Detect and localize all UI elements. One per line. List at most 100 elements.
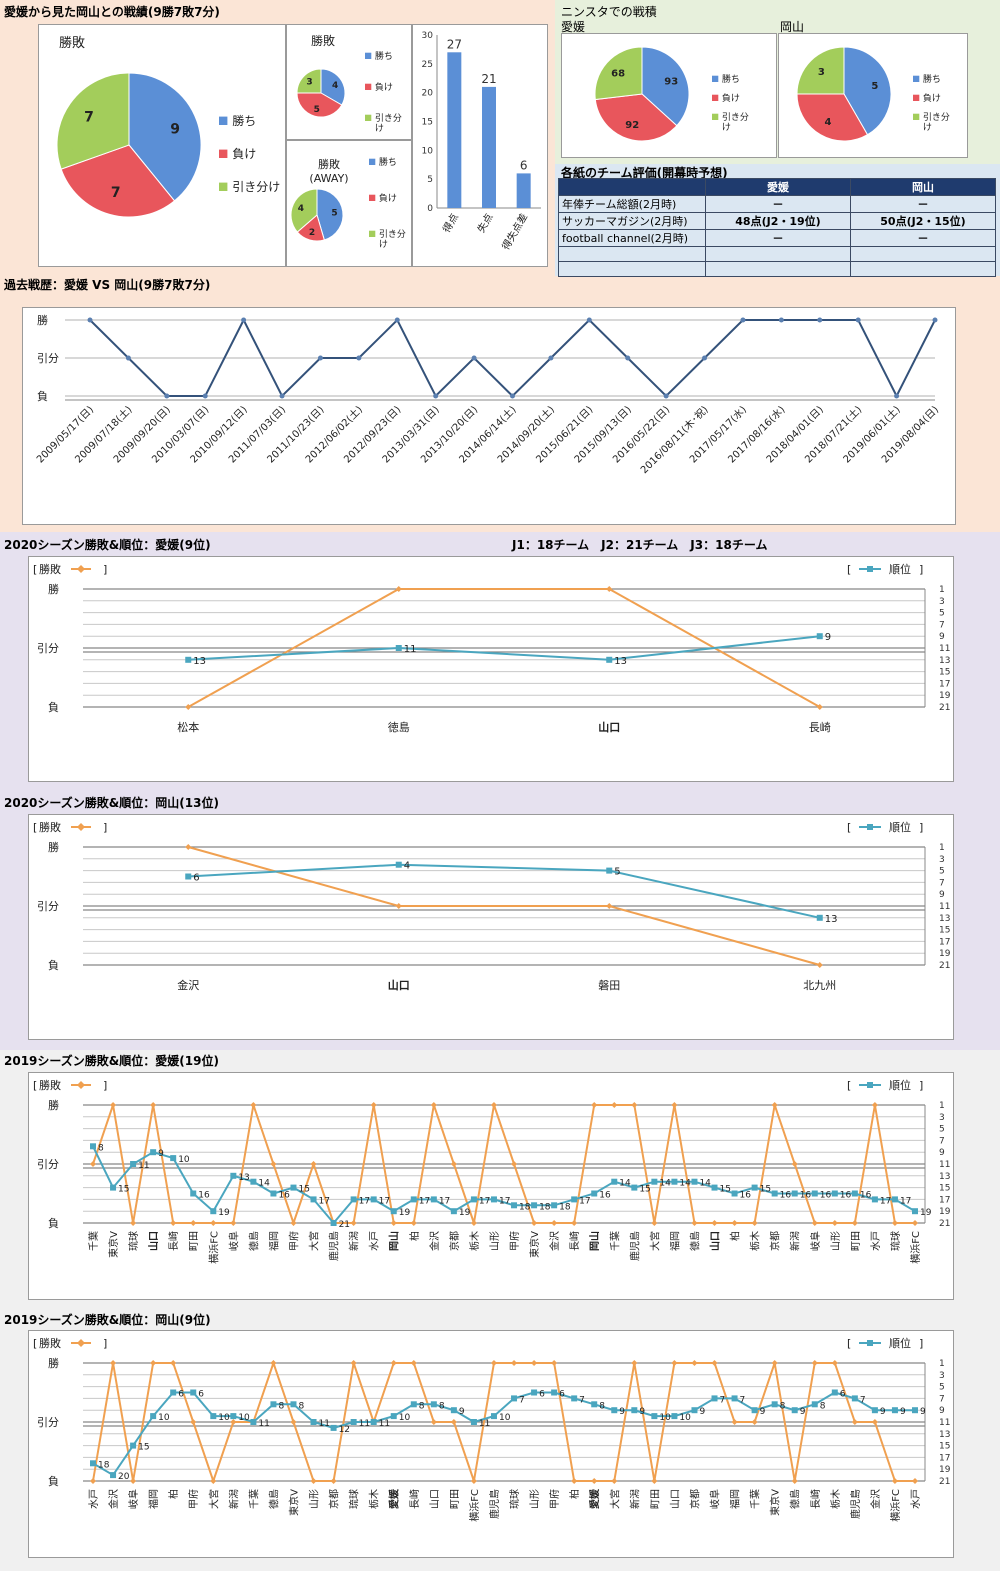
x-tick-label: 柏 — [729, 1231, 742, 1241]
x-tick-label: 失点 — [474, 211, 495, 235]
legend-bracket: ] — [103, 1079, 107, 1092]
s2020-ehime-panel: [勝敗][順位] 勝引分負 1 3 5 7 9 11 13 15 17 19 21 13 11 13 9 松本 徳島… — [28, 556, 954, 782]
chart-title: 勝敗 — [59, 36, 85, 51]
rank-data-label: 8 — [278, 1401, 284, 1411]
x-tick-label: 栃木 — [468, 1231, 481, 1251]
x-tick-label: 岐阜 — [809, 1231, 822, 1251]
x-tick-label: 金沢 — [177, 978, 199, 992]
eval-cell — [705, 246, 851, 262]
rank-data-label: 16 — [840, 1191, 852, 1201]
history-point — [817, 317, 823, 323]
s2019-okayama-title: 2019シーズン勝敗&順位：岡山(9位) — [4, 1313, 211, 1327]
rank-point — [631, 1407, 638, 1414]
rank-data-label: 17 — [499, 1196, 510, 1206]
result-point — [150, 1360, 157, 1366]
rank-data-label: 10 — [499, 1413, 511, 1423]
rank-data-label: 6 — [539, 1390, 545, 1400]
rank-data-label: 9 — [825, 632, 831, 643]
rank-tick-label: 15 — [939, 926, 950, 936]
rank-point — [290, 1401, 297, 1408]
result-point — [871, 1102, 878, 1108]
y-label: 負 — [48, 1217, 59, 1230]
rank-data-label: 9 — [760, 1407, 766, 1417]
result-point — [511, 1161, 518, 1167]
result-point — [751, 1220, 758, 1226]
rank-data-label: 9 — [619, 1407, 625, 1417]
legend-bracket: [ — [847, 1079, 851, 1092]
rank-data-label: 8 — [780, 1401, 786, 1411]
y-label: 引分 — [37, 641, 59, 655]
result-point — [611, 1102, 618, 1108]
rank-data-label: 10 — [399, 1413, 411, 1423]
eval-cell — [558, 261, 706, 277]
pie-data-label: 4 — [825, 117, 832, 128]
x-tick-label: 長崎 — [809, 720, 831, 734]
result-point — [711, 1220, 718, 1226]
x-tick-label: 千葉 — [87, 1231, 100, 1251]
legend-label: 順位 — [889, 820, 911, 834]
s2019-ehime-panel: [勝敗][順位] 勝引分負 1 3 5 7 9 11 13 15 17 19 21 8 15 11 9 10 16 1… — [28, 1072, 954, 1300]
x-tick-label: 鹿児島 — [488, 1489, 501, 1519]
rank-data-label: 10 — [679, 1413, 691, 1423]
result-point — [531, 1360, 538, 1366]
legend-swatch — [365, 83, 372, 90]
result-line — [187, 846, 821, 966]
rank-tick-label: 15 — [939, 1442, 950, 1452]
rank-point — [490, 1196, 497, 1203]
rank-point — [110, 1472, 117, 1479]
eval-row: サッカーマガジン(2月時) 48点(J2・19位) 50点(J2・15位) — [558, 212, 996, 230]
rank-point — [671, 1178, 678, 1185]
pie-data-label: 5 — [331, 209, 337, 219]
legend-bracket: ] — [103, 1337, 107, 1350]
s2019-okayama-panel: [勝敗][順位] 勝引分負 1 3 5 7 9 11 13 15 17 19 21 18 20 15 10 6 6 1… — [28, 1330, 954, 1558]
history-point — [125, 355, 131, 361]
rank-tick-label: 7 — [939, 1136, 945, 1146]
x-tick-label: 栃木 — [749, 1231, 762, 1251]
legend-label: け — [375, 123, 384, 134]
x-tick-label: 千葉 — [749, 1489, 762, 1509]
rank-point — [330, 1424, 337, 1431]
x-tick-label: 東京V — [528, 1231, 541, 1258]
pie-data-label: 5 — [871, 81, 878, 92]
rank-point — [531, 1389, 538, 1396]
x-tick-label: 福岡 — [729, 1489, 742, 1509]
history-point — [164, 393, 170, 399]
legend-swatch — [219, 182, 228, 191]
league-info: J1：18チーム J2：21チーム J3：18チーム — [512, 538, 768, 552]
rank-point — [591, 1401, 598, 1408]
rank-data-label: 19 — [920, 1208, 932, 1218]
legend-label: 勝ち — [375, 50, 393, 62]
x-tick-label: 柏 — [568, 1489, 581, 1499]
rank-tick-label: 17 — [939, 1453, 950, 1463]
result-point — [490, 1360, 497, 1366]
rank-point — [90, 1460, 96, 1467]
rank-data-label: 16 — [780, 1191, 792, 1201]
x-tick-label: 琉球 — [127, 1231, 140, 1251]
x-tick-label: 鹿児島 — [849, 1489, 862, 1519]
result-point — [606, 903, 613, 909]
legend-label: 引き分 — [375, 113, 402, 124]
x-tick-label: 水戸 — [369, 1231, 381, 1251]
h2h-panel-all: 勝敗 4 5 3 勝ち 負け 引き分け — [286, 24, 412, 140]
x-tick-label: 山形 — [830, 1231, 842, 1251]
legend-label: 勝敗 — [39, 1336, 61, 1350]
result-point — [651, 1220, 658, 1226]
rank-data-label: 14 — [679, 1179, 691, 1189]
legend-label: 勝ち — [232, 113, 256, 128]
pie-slice — [796, 93, 869, 142]
x-tick-label: 大宮 — [308, 1231, 321, 1251]
rank-point — [350, 1196, 357, 1203]
eval-cell: 48点(J2・19位) — [705, 212, 851, 230]
pie-slice — [128, 72, 202, 202]
rank-point — [450, 1208, 457, 1215]
x-tick-label: 水戸 — [910, 1489, 922, 1509]
legend-result-marker — [77, 823, 85, 831]
rank-tick-label: 15 — [939, 1184, 950, 1194]
rank-point — [130, 1442, 137, 1449]
x-tick-label: 山口 — [388, 978, 410, 992]
rank-line — [92, 1145, 916, 1225]
legend-bracket: [ — [33, 563, 37, 576]
h2h-panel-main: 勝敗 9 7 7 勝ち 負け 引き分け — [38, 24, 286, 267]
legend-bracket: ] — [103, 563, 107, 576]
